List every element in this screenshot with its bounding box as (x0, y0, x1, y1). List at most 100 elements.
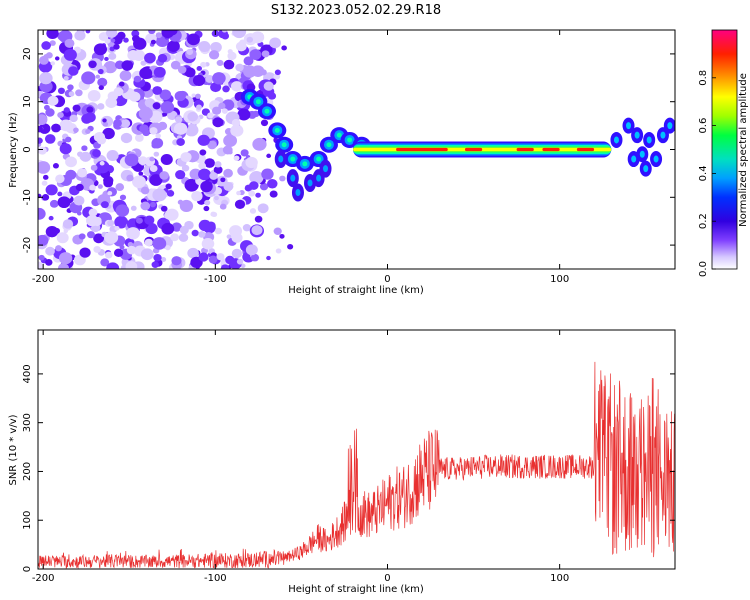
colorbar-ticks: 0.0 0.2 0.4 0.6 0.8 (698, 70, 716, 277)
snr-x-tick-label: -100 (204, 573, 227, 584)
heatmap-noise-blob (281, 45, 287, 51)
heatmap-noise-blob (113, 248, 124, 258)
snr-x-tick-label: 100 (550, 573, 569, 584)
heatmap-noise-blob (86, 106, 94, 113)
heatmap-noise-blob (38, 207, 46, 220)
heatmap-noise-blob (109, 46, 115, 52)
heatmap-noise-blob (263, 81, 274, 91)
heatmap-noise-blob (160, 101, 175, 114)
heatmap-noise-blob (121, 60, 134, 71)
heatmap-noise-blob (214, 161, 222, 168)
figure-title: S132.2023.052.02.29.R18 (271, 3, 441, 18)
heatmap-noise-blob (160, 257, 167, 263)
heatmap-y-tick-label: -10 (22, 189, 33, 205)
heatmap-noise-blob (57, 191, 63, 197)
heatmap-noise-blob (200, 61, 207, 68)
carrier-right-core (667, 122, 673, 130)
heatmap-noise-blob (261, 168, 274, 180)
heatmap-noise-blob (42, 174, 49, 180)
snr-x-label: Height of straight line (km) (288, 584, 424, 595)
heatmap-noise-blob (159, 89, 172, 101)
heatmap-noise-blob (267, 179, 278, 189)
heatmap-noise-blob (47, 95, 59, 106)
heatmap-noise-blob (252, 110, 260, 118)
heatmap-noise-blob (266, 255, 271, 261)
heatmap-noise-blob (49, 40, 56, 46)
carrier-hot-segment (576, 147, 595, 152)
heatmap-noise-blob (81, 71, 96, 85)
heatmap-x-tick-label: -200 (32, 274, 55, 285)
heatmap-noise-blob (223, 168, 233, 178)
heatmap-noise-blob (133, 75, 142, 83)
heatmap-noise-blob (140, 60, 147, 66)
heatmap-noise-blob (174, 90, 186, 102)
heatmap-noise-blob (64, 38, 75, 48)
heatmap-noise-blob (81, 145, 88, 152)
heatmap-noise-blob (78, 233, 86, 240)
heatmap-y-tick-label: 20 (22, 48, 33, 61)
heatmap-noise-blob (125, 261, 138, 269)
heatmap-noise-blob (98, 85, 104, 91)
heatmap-noise-blob (77, 151, 84, 157)
heatmap-noise-blob (152, 188, 167, 202)
heatmap-noise-blob (170, 233, 179, 242)
heatmap-noise-blob (257, 203, 269, 214)
heatmap-noise-blob (209, 172, 218, 180)
heatmap-noise-blob (104, 251, 113, 259)
heatmap-noise-blob (226, 234, 232, 239)
heatmap-noise-blob (157, 53, 168, 63)
heatmap-noise-blob (218, 102, 226, 110)
carrier-hot-segment (396, 147, 448, 152)
heatmap-noise-blob (221, 30, 228, 33)
carrier-right-core (626, 122, 632, 130)
heatmap-noise-blob (252, 137, 267, 151)
heatmap-noise-blob (240, 263, 246, 269)
colorbar (712, 30, 737, 269)
heatmap-noise-blob (273, 227, 282, 236)
heatmap-noise-blob (93, 233, 105, 244)
heatmap-noise-blob (41, 180, 48, 186)
heatmap-noise-blob (165, 208, 179, 221)
carrier-blob-inner (290, 156, 296, 162)
carrier-band-layer (353, 147, 612, 152)
heatmap-noise-blob (189, 168, 202, 180)
carrier-right-core (639, 150, 645, 158)
heatmap-noise-blob (142, 129, 150, 137)
heatmap-noise-blob (114, 225, 120, 231)
heatmap-x-tick-label: 100 (550, 274, 569, 285)
heatmap-noise-blob (90, 164, 98, 171)
heatmap-y-ticks: -20 -10 0 10 20 (22, 48, 675, 253)
heatmap-noise-blob (191, 229, 199, 237)
heatmap-noise-blob (249, 171, 264, 185)
heatmap-noise-blob (69, 114, 78, 123)
heatmap-noise-blob (73, 195, 85, 206)
heatmap-noise-blob (127, 241, 134, 247)
heatmap-noise-blob (207, 112, 214, 119)
heatmap-carrier (240, 88, 675, 202)
carrier-right-core (660, 131, 666, 139)
snr-x-tick-label: 0 (384, 573, 390, 584)
heatmap-noise-blob (195, 93, 201, 99)
heatmap-noise-blob (269, 37, 282, 49)
heatmap-noise-blob (88, 60, 97, 69)
heatmap-noise-blob (173, 122, 188, 135)
heatmap-noise-blob (119, 70, 132, 81)
heatmap-noise-blob (46, 30, 59, 40)
snr-y-tick-label: 0 (22, 566, 33, 572)
heatmap-noise-blob (84, 112, 96, 123)
heatmap-noise-blob (126, 227, 140, 240)
heatmap-noise-blob (97, 103, 105, 110)
heatmap-noise-blob (159, 171, 169, 180)
heatmap-noise-blob (216, 59, 224, 67)
heatmap-noise-blob (155, 133, 161, 139)
carrier-blob-inner (281, 142, 287, 148)
heatmap-noise-blob (93, 245, 101, 253)
heatmap-noise-blob (45, 108, 55, 117)
carrier-scatter-core (278, 155, 284, 163)
heatmap-noise-blob (223, 59, 235, 70)
heatmap-noise-blob (153, 253, 162, 262)
heatmap-noise-blob (212, 117, 224, 128)
heatmap-noise-blob (275, 248, 282, 254)
heatmap-noise-blob (38, 146, 47, 155)
